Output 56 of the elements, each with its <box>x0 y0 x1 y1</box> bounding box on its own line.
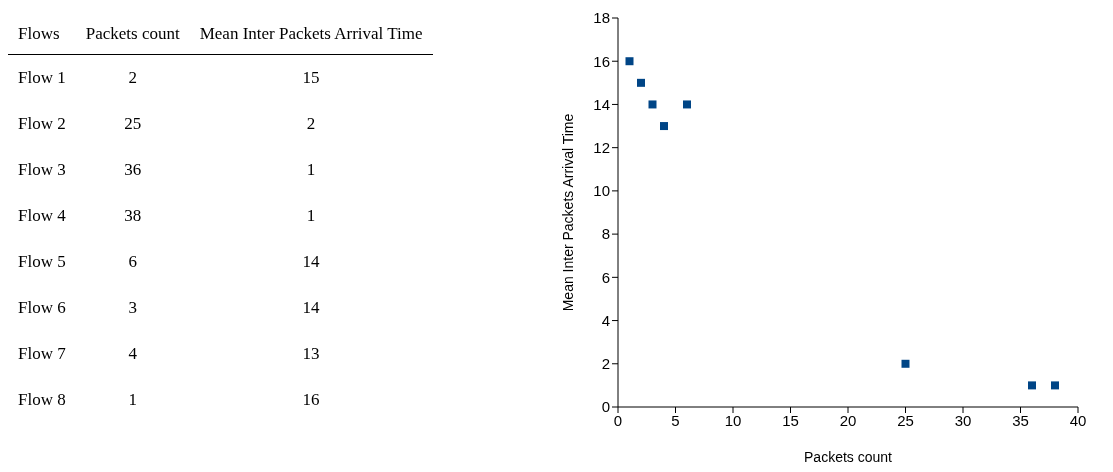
point <box>1051 381 1059 390</box>
y-tick-label: 4 <box>601 311 610 329</box>
data-label: 4 <box>127 343 138 365</box>
data-label: 16 <box>301 389 321 411</box>
x-tick-label: 30 <box>954 411 972 429</box>
data-label: 36 <box>123 159 143 181</box>
y-tick-label: 0 <box>601 398 610 416</box>
x-tick-label: 40 <box>1069 411 1087 429</box>
data-label: 14 <box>301 297 321 319</box>
x-tick-label: 10 <box>724 411 742 429</box>
point <box>683 100 691 109</box>
point <box>637 78 645 87</box>
data-label: 25 <box>123 113 143 135</box>
data-label: 6 <box>127 251 138 273</box>
y-axis-title: Mean Inter Packets Arrival Time <box>559 113 576 312</box>
text: Packets count <box>84 23 181 45</box>
text: Flows <box>17 23 61 45</box>
y-tick-label: 8 <box>601 225 610 243</box>
data-label: 3 <box>127 297 138 319</box>
y-tick-label: 16 <box>593 52 610 70</box>
data-label: 2 <box>127 67 138 89</box>
category-label: Flow 2 <box>17 113 67 135</box>
x-tick-label: 0 <box>613 411 623 429</box>
category-label: Flow 1 <box>17 67 67 89</box>
point <box>1028 381 1036 390</box>
data-label: 14 <box>301 251 321 273</box>
point <box>901 359 910 368</box>
data-label: 13 <box>301 343 321 365</box>
category-label: Flow 5 <box>17 251 67 273</box>
x-tick-label: 25 <box>897 411 914 429</box>
point <box>648 100 657 109</box>
data-label: 1 <box>305 205 317 227</box>
x-tick-label: 35 <box>1012 411 1029 429</box>
data-label: 1 <box>127 389 138 411</box>
x-tick-label: 20 <box>839 411 857 429</box>
x-tick-label: 15 <box>782 411 799 429</box>
y-tick-label: 6 <box>601 268 610 286</box>
category-label: Flow 4 <box>17 205 67 227</box>
point <box>660 122 668 131</box>
data-label: 2 <box>305 113 317 135</box>
y-tick-label: 10 <box>593 182 610 200</box>
x-tick-label: 5 <box>671 411 680 429</box>
x-axis-title: Packets count <box>804 449 893 465</box>
y-tick-label: 2 <box>601 355 610 373</box>
y-tick-label: 14 <box>593 95 610 113</box>
category-label: Flow 7 <box>17 343 67 365</box>
point <box>625 57 634 66</box>
y-tick-label: 18 <box>593 9 610 27</box>
data-label: 15 <box>301 67 321 89</box>
data-label: 38 <box>123 205 143 227</box>
y-tick-label: 12 <box>593 138 610 156</box>
category-label: Flow 8 <box>17 389 67 411</box>
category-label: Flow 6 <box>17 297 67 319</box>
text: Mean Inter Packets Arrival Time <box>198 23 424 45</box>
category-label: Flow 3 <box>17 159 67 181</box>
data-label: 1 <box>305 159 317 181</box>
